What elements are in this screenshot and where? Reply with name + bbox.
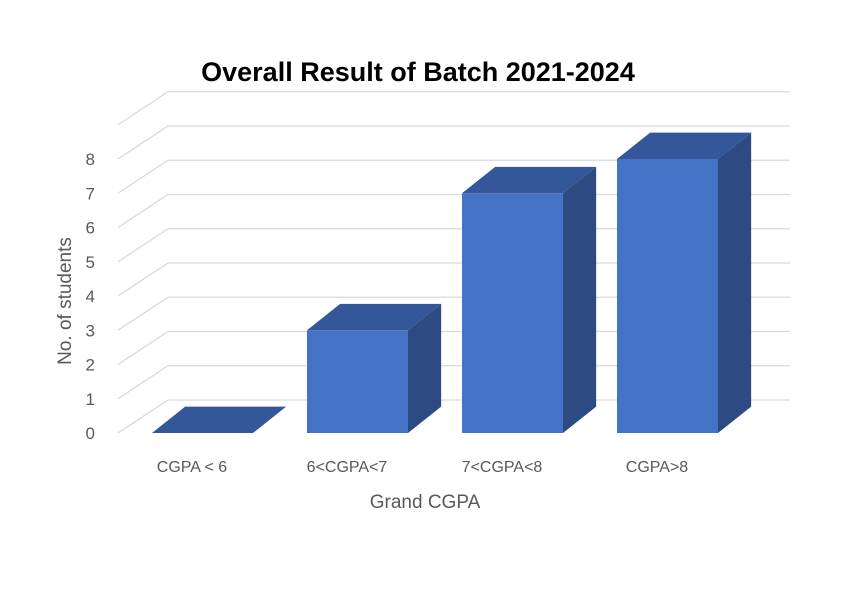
bar	[617, 132, 752, 433]
bar-side	[718, 132, 752, 433]
x-category-label: 7<CGPA<8	[462, 459, 543, 476]
bar-front	[307, 330, 408, 433]
gridlines	[117, 91, 790, 434]
x-axis-categories: CGPA < 6 6<CGPA<7 7<CGPA<8 CGPA>8	[157, 459, 689, 476]
x-category-label: CGPA>8	[626, 459, 689, 476]
y-tick-label: 0	[86, 424, 95, 443]
bar	[462, 166, 597, 433]
y-axis-ticks: 0 1 2 3 4 5 6 7 8	[86, 150, 95, 443]
x-category-label: CGPA < 6	[157, 459, 228, 476]
gridline	[117, 125, 790, 160]
y-tick-label: 7	[86, 184, 95, 203]
y-tick-label: 5	[86, 253, 95, 272]
bar-top	[617, 132, 752, 159]
y-tick-label: 1	[86, 390, 95, 409]
y-tick-label: 2	[86, 356, 95, 375]
bar-side	[408, 303, 442, 433]
y-tick-label: 8	[86, 150, 95, 169]
y-axis-label: No. of students	[55, 237, 76, 365]
bars	[152, 132, 752, 433]
bar	[152, 406, 287, 433]
y-tick-label: 3	[86, 321, 95, 340]
x-axis-label: Grand CGPA	[370, 492, 481, 513]
bar-side	[563, 166, 597, 433]
bar-front	[617, 159, 718, 433]
x-category-label: 6<CGPA<7	[307, 459, 388, 476]
chart-title: Overall Result of Batch 2021-2024	[201, 57, 635, 87]
gridline	[117, 159, 790, 194]
bar-top	[307, 303, 442, 331]
bar-top	[152, 406, 287, 433]
gridline	[117, 91, 790, 126]
bar	[307, 303, 442, 433]
y-tick-label: 4	[86, 287, 95, 306]
y-tick-label: 6	[86, 219, 95, 238]
bar-front	[462, 193, 563, 433]
bar-top	[462, 166, 597, 194]
